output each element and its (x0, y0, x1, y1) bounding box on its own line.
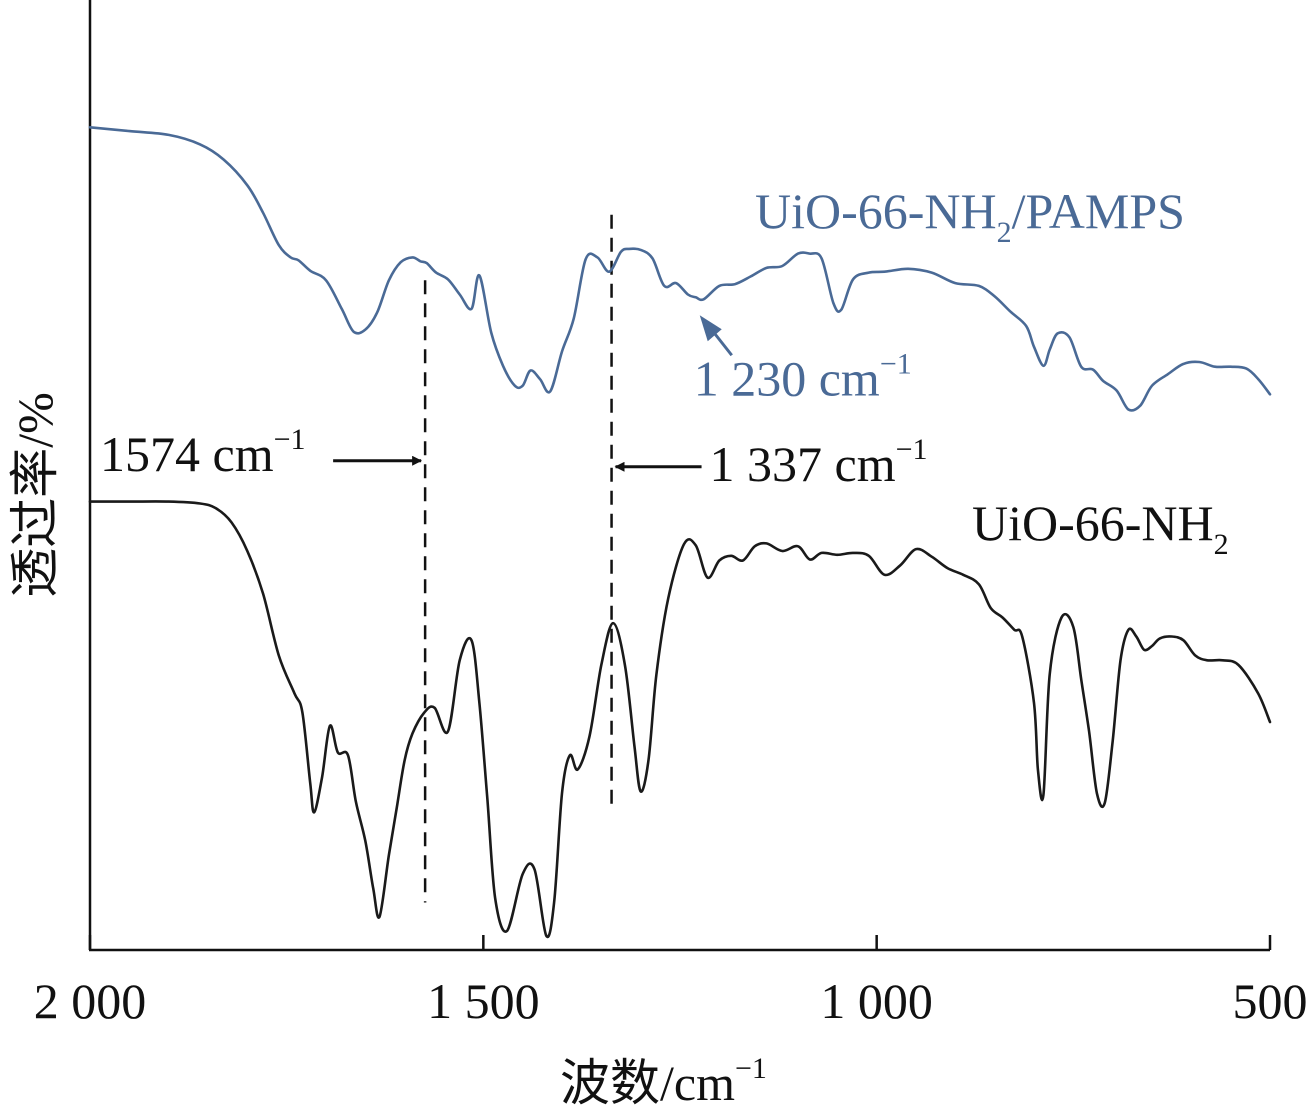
series-label-uio-sub: 2 (1214, 528, 1229, 561)
series-label-pamps: UiO-66-NH2/PAMPS (755, 183, 1185, 249)
series-label-uio-main: UiO-66-NH (972, 495, 1214, 551)
x-tick-label: 2 000 (34, 973, 147, 1029)
annotation-sup: −1 (274, 423, 306, 456)
annotation-label: 1 337 cm−1 (710, 433, 928, 492)
x-tick-label: 1 500 (427, 973, 540, 1029)
series-label-pamps-sub: 2 (997, 216, 1012, 249)
annotation-text: 1574 cm (100, 426, 274, 482)
spectra (88, 126, 1272, 939)
annotation-text: 1 230 cm (694, 350, 880, 406)
x-ticks: 2 000 1 500 1 000 500 (34, 935, 1308, 1029)
series-line-pamps (88, 126, 1272, 412)
series-label-pamps-tail: /PAMPS (1012, 183, 1185, 239)
series-label-pamps-main: UiO-66-NH (755, 183, 997, 239)
x-axis-title: 波数/cm−1 (560, 1052, 767, 1111)
series-label-uio: UiO-66-NH2 (972, 495, 1229, 561)
x-tick-label: 500 (1233, 973, 1308, 1029)
annotation-sup: −1 (896, 433, 928, 466)
reference-lines (423, 214, 613, 903)
x-axis-title-sup: −1 (735, 1052, 767, 1085)
annotations: 1574 cm−1 1 337 cm−11 230 cm−1 (100, 315, 928, 492)
annotation-text: 1 337 cm (710, 436, 896, 492)
y-axis-title: 透过率/% (7, 392, 63, 598)
annotation-label: 1574 cm−1 (100, 423, 306, 482)
x-axis-title-text: 波数/cm (560, 1055, 735, 1111)
x-tick-label: 1 000 (820, 973, 933, 1029)
annotation-arrowhead (699, 315, 722, 342)
annotation-label: 1 230 cm−1 (694, 347, 912, 406)
annotation-sup: −1 (880, 347, 912, 380)
series-line-uio (88, 500, 1272, 939)
